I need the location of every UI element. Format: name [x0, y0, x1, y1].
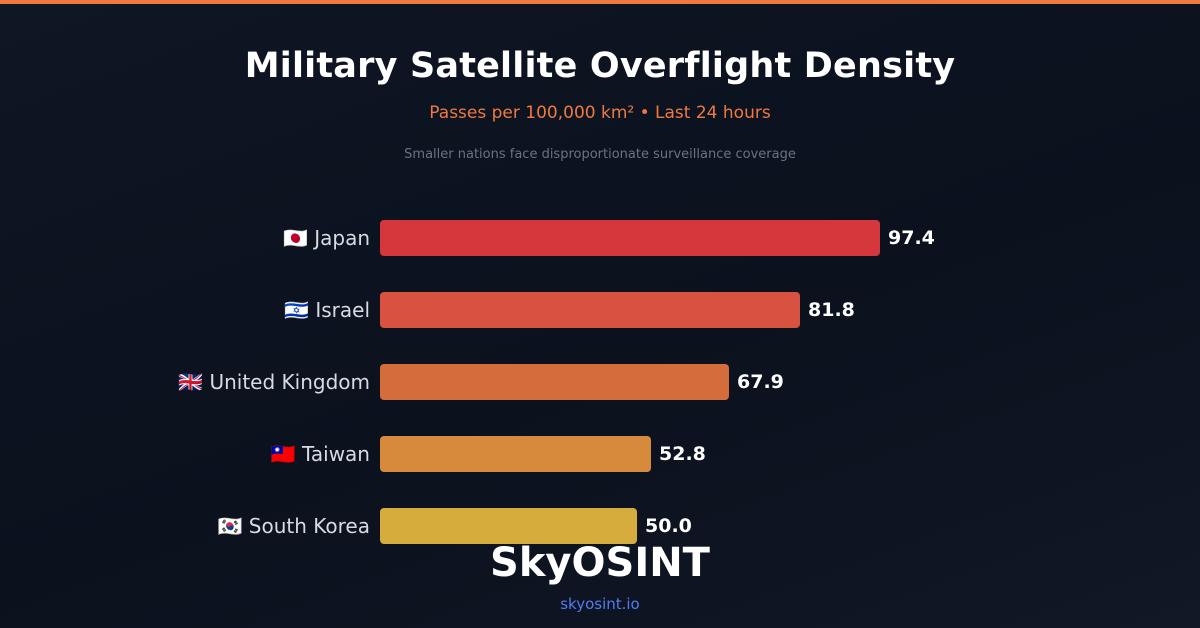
value-label: 52.8	[659, 443, 706, 465]
brand-url[interactable]: skyosint.io	[560, 595, 640, 613]
bar	[380, 436, 651, 472]
category-label: 🇹🇼 Taiwan	[270, 442, 370, 466]
category-label: 🇬🇧 United Kingdom	[178, 370, 370, 394]
chart-note: Smaller nations face disproportionate su…	[404, 147, 796, 162]
chart-title: Military Satellite Overflight Density	[244, 46, 956, 86]
top-accent-bar	[0, 0, 1200, 4]
value-label: 50.0	[645, 515, 692, 537]
bar	[380, 508, 637, 544]
bar	[380, 220, 880, 256]
value-label: 97.4	[888, 227, 935, 249]
value-label: 67.9	[737, 371, 784, 393]
category-label: 🇰🇷 South Korea	[217, 514, 370, 538]
brand-name: SkyOSINT	[490, 540, 710, 586]
bar	[380, 364, 729, 400]
value-label: 81.8	[808, 299, 855, 321]
chart-subtitle: Passes per 100,000 km² • Last 24 hours	[429, 103, 771, 123]
bar	[380, 292, 800, 328]
category-label: 🇮🇱 Israel	[284, 298, 370, 322]
category-label: 🇯🇵 Japan	[282, 226, 370, 250]
